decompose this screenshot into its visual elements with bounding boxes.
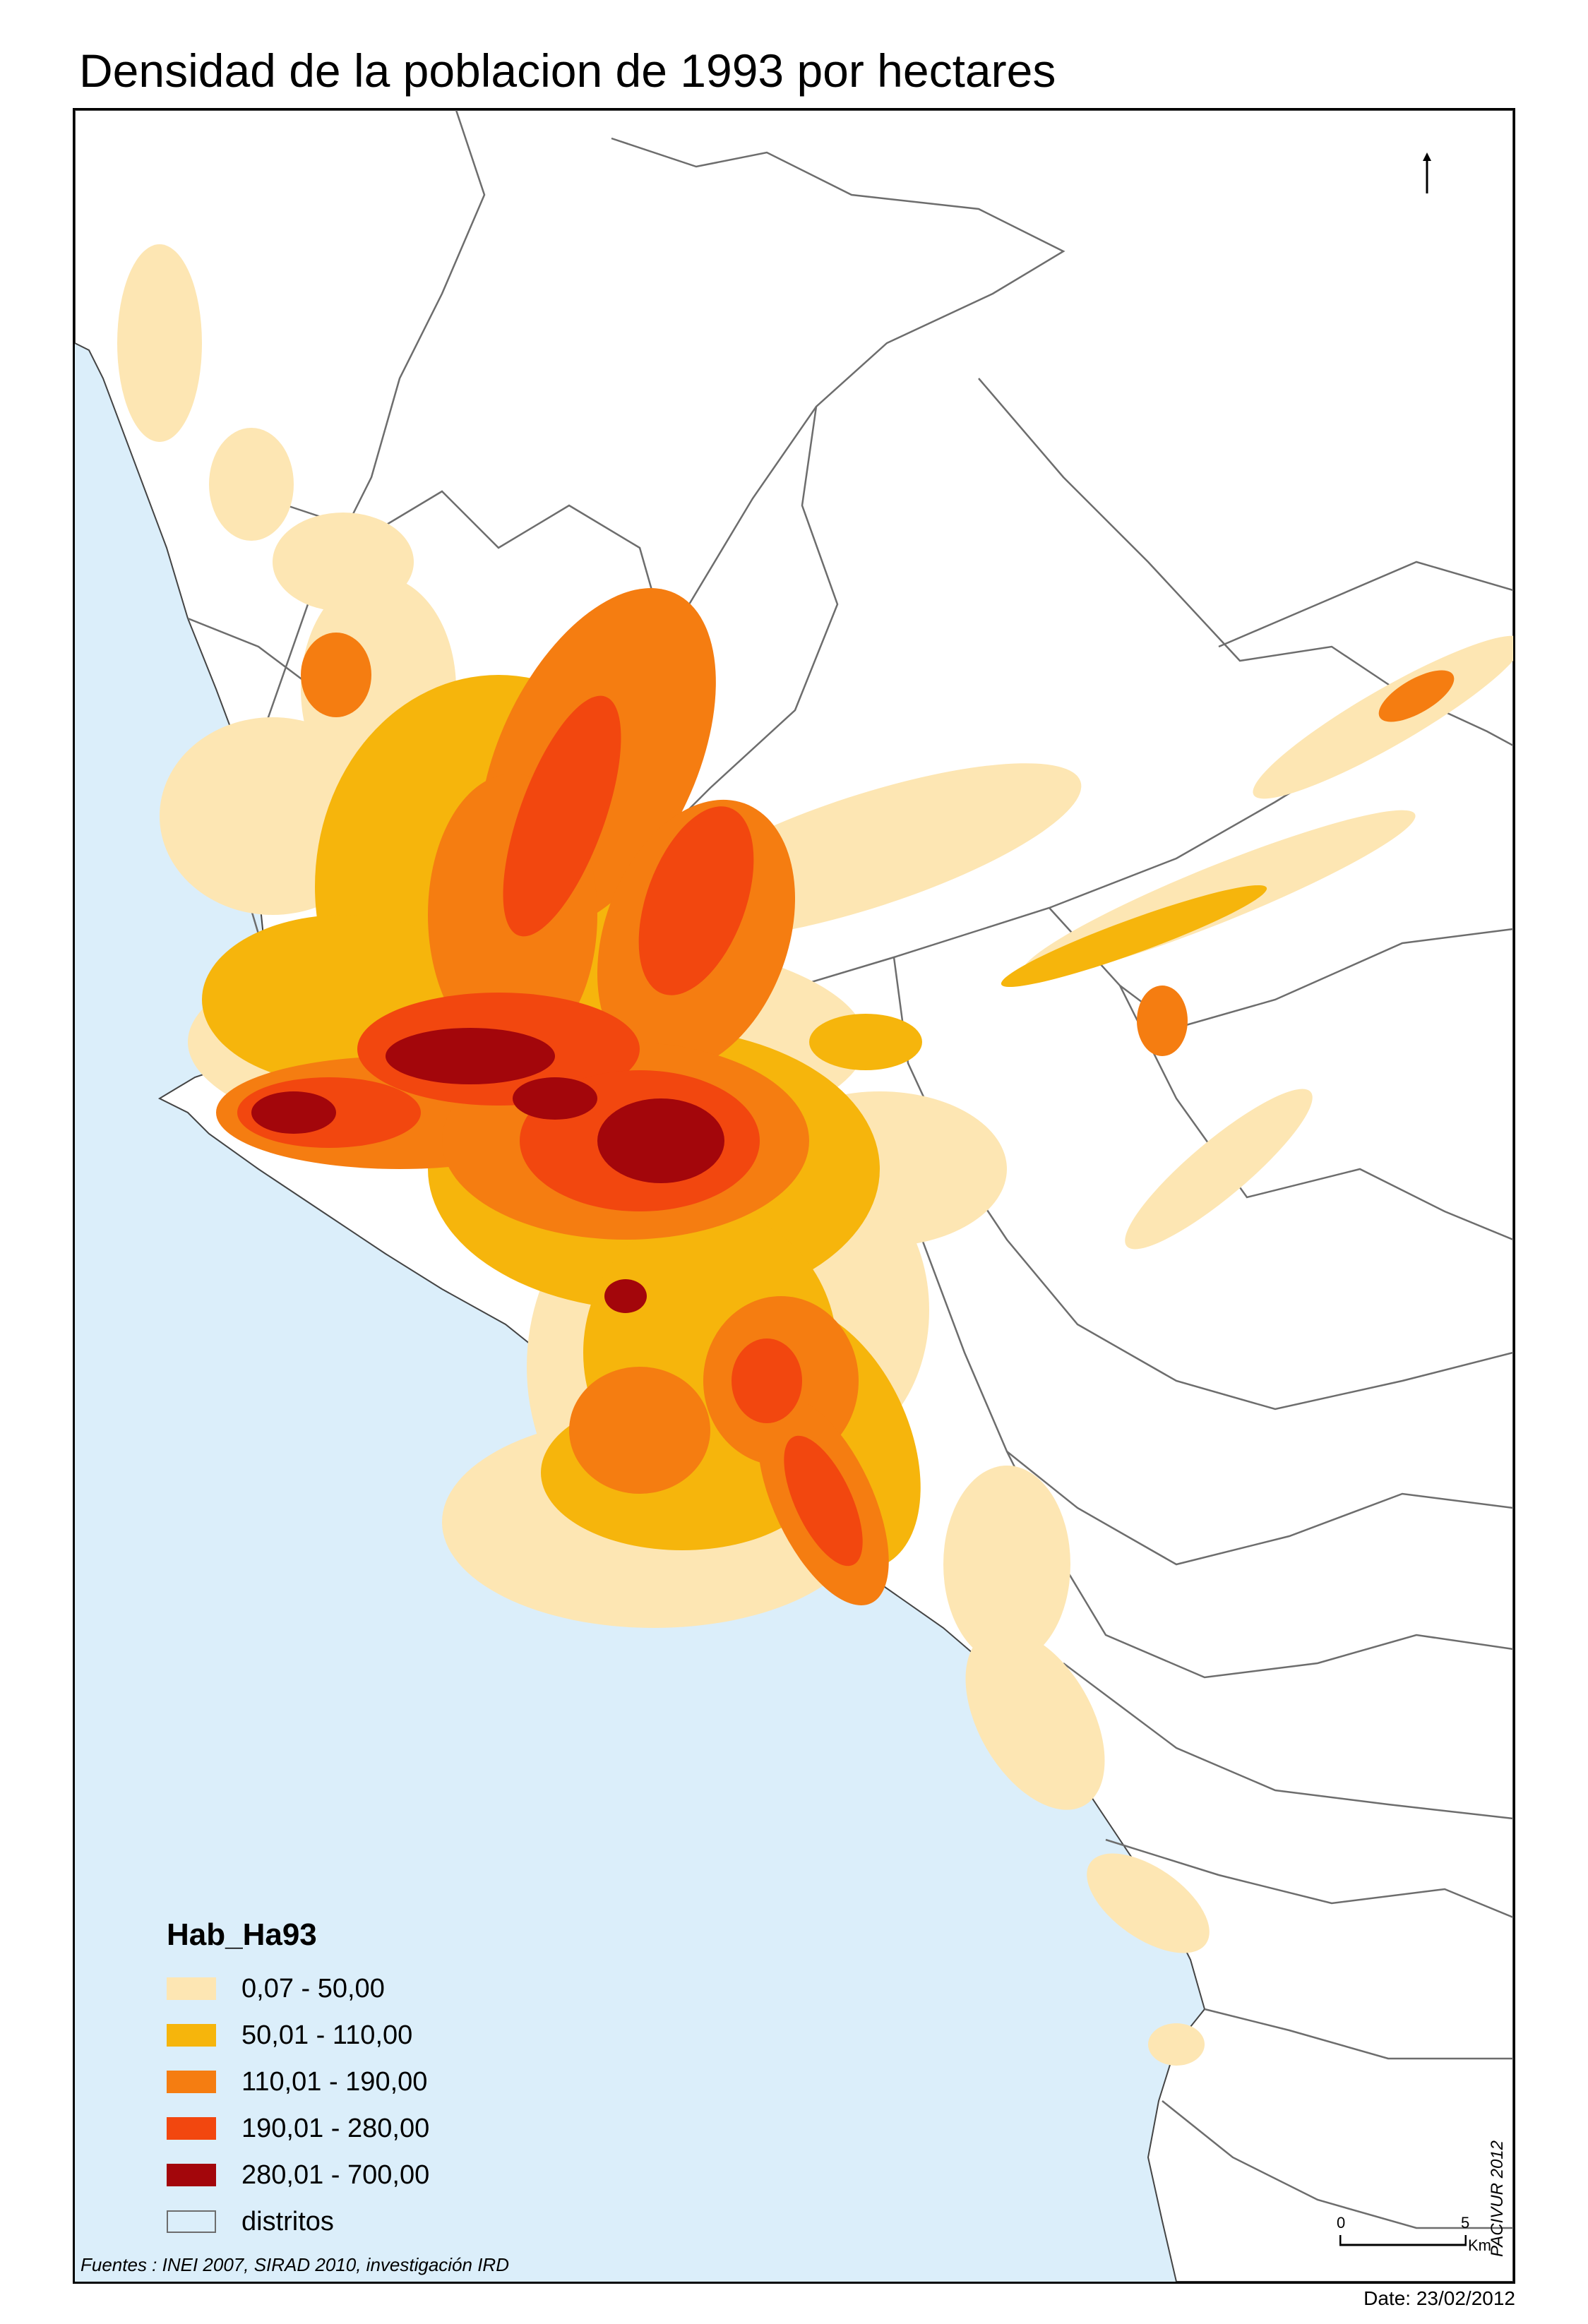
legend: Hab_Ha93 0,07 - 50,00 50,01 - 110,00 110… <box>167 1917 429 2245</box>
legend-title: Hab_Ha93 <box>167 1917 317 1952</box>
legend-label: 190,01 - 280,00 <box>241 2113 430 2143</box>
north-arrow-icon <box>1423 152 1431 193</box>
scale-unit: Km <box>1468 2236 1491 2254</box>
legend-item: 0,07 - 50,00 <box>167 1965 429 2012</box>
legend-label: distritos <box>241 2206 334 2236</box>
scale-min-label: 0 <box>1337 2214 1346 2232</box>
legend-swatch <box>167 2210 216 2233</box>
legend-label: 280,01 - 700,00 <box>241 2160 430 2190</box>
legend-swatch <box>167 2071 216 2093</box>
legend-swatch <box>167 1977 216 2000</box>
legend-label: 0,07 - 50,00 <box>241 1973 385 2003</box>
legend-swatch <box>167 2024 216 2047</box>
legend-label: 110,01 - 190,00 <box>241 2066 428 2097</box>
legend-swatch <box>167 2117 216 2140</box>
map-frame: Hab_Ha93 0,07 - 50,00 50,01 - 110,00 110… <box>73 108 1515 2284</box>
legend-swatch <box>167 2164 216 2186</box>
legend-item: 50,01 - 110,00 <box>167 2012 429 2059</box>
legend-label: 50,01 - 110,00 <box>241 2020 413 2050</box>
map-canvas <box>75 110 1513 2282</box>
legend-item: 280,01 - 700,00 <box>167 2152 429 2198</box>
scale-bar-line <box>1339 2235 1467 2246</box>
legend-item: distritos <box>167 2198 429 2245</box>
map-title: Densidad de la poblacion de 1993 por hec… <box>79 44 1056 97</box>
sources-text: Fuentes : INEI 2007, SIRAD 2010, investi… <box>80 2254 509 2275</box>
density-class-5 <box>251 1028 724 1313</box>
legend-item: 190,01 - 280,00 <box>167 2105 429 2152</box>
date-text: Date: 23/02/2012 <box>1363 2287 1515 2309</box>
scale-max-label: 5 <box>1461 2214 1470 2232</box>
legend-item: 110,01 - 190,00 <box>167 2059 429 2105</box>
scale-bar: 0 5 Km <box>1337 2214 1506 2263</box>
